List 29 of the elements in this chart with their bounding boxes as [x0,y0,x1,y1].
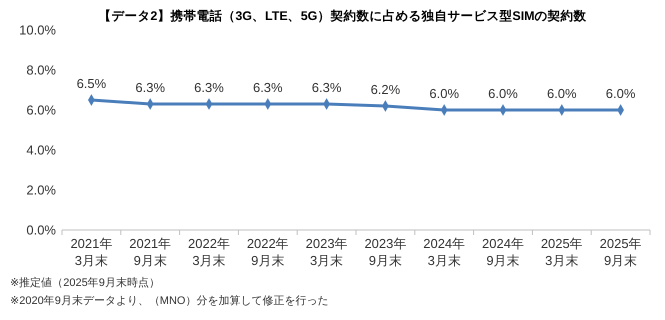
x-tick-label: 2021年 3月末 [70,236,112,268]
x-tick-label: 2023年 3月末 [306,236,348,268]
text: 6.3% [252,80,283,95]
text: 6.5% [76,76,106,91]
text: 6.3% [135,80,166,95]
y-tick-label: 8.0% [26,62,56,78]
x-tick-label: 2025年 9月末 [600,236,642,268]
text: ※推定値（2025年9月末時点） [10,276,160,289]
text: 6.0% [546,86,577,101]
x-tick-label: 2022年 3月末 [188,236,230,268]
text: 6.0% [429,86,460,101]
text: 6.2% [370,82,400,97]
text: 6.3% [194,80,224,95]
y-tick-label: 4.0% [26,142,56,158]
text: 6.3% [312,80,342,95]
y-tick-label: 6.0% [26,102,56,118]
y-tick-label: 2.0% [26,182,56,198]
text: 6.0% [488,86,518,101]
x-tick-label: 2024年 3月末 [423,236,466,268]
x-tick-label: 2021年 9月末 [129,236,172,268]
y-tick-label: 10.0% [19,22,56,38]
x-tick-label: 2025年 3月末 [540,236,583,268]
x-tick-label: 2022年 9月末 [246,236,289,268]
text: ※2020年9月末データより、（MNO）分を加算して修正を行った [10,294,328,307]
x-tick-label: 2024年 9月末 [482,236,524,268]
x-tick-label: 2023年 9月末 [364,236,406,268]
chart-title: 【データ2】携帯電話（3G、LTE、5G）契約数に占める独自サービス型SIMの契約数 [98,8,588,23]
text: 6.0% [606,86,636,101]
y-tick-label: 0.0% [26,222,56,238]
